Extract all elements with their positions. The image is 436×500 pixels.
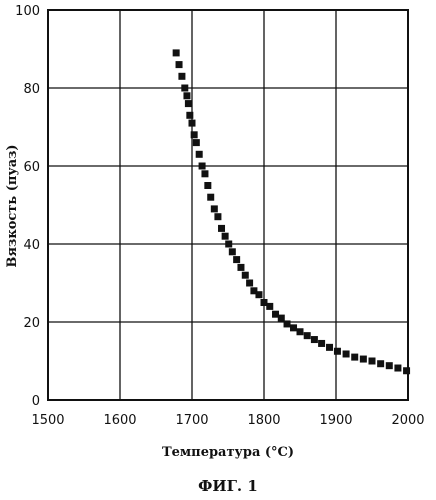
data-point-0-17: [218, 225, 225, 232]
plot-frame: [48, 10, 408, 400]
data-point-0-37: [326, 344, 333, 351]
data-point-0-36: [318, 340, 325, 347]
data-point-0-18: [222, 233, 229, 240]
x-tick-label-4: 1900: [319, 413, 352, 428]
data-point-0-26: [255, 291, 262, 298]
data-point-0-0: [173, 49, 180, 56]
data-points: [173, 49, 410, 374]
data-point-0-46: [403, 367, 410, 374]
x-tick-label-3: 1800: [247, 413, 280, 428]
data-point-0-20: [229, 248, 236, 255]
data-point-0-40: [351, 354, 358, 361]
x-tick-label-2: 1700: [175, 413, 208, 428]
data-point-0-33: [297, 328, 304, 335]
y-tick-label-5: 100: [15, 4, 40, 19]
data-point-0-8: [191, 131, 198, 138]
y-tick-label-0: 0: [32, 394, 40, 409]
data-point-0-43: [377, 360, 384, 367]
x-tick-label-1: 1600: [103, 413, 136, 428]
data-point-0-9: [193, 139, 200, 146]
data-point-0-16: [214, 213, 221, 220]
figure-caption: ФИГ. 1: [198, 477, 258, 495]
data-point-0-38: [334, 348, 341, 355]
data-point-0-11: [199, 163, 206, 170]
data-point-0-13: [204, 182, 211, 189]
data-point-0-28: [266, 303, 273, 310]
data-point-0-22: [237, 264, 244, 271]
data-point-0-6: [186, 112, 193, 119]
data-point-0-32: [290, 324, 297, 331]
y-axis-title: Вязкость (пуаз): [5, 144, 20, 267]
data-point-0-10: [196, 151, 203, 158]
data-point-0-31: [284, 320, 291, 327]
grid: [48, 10, 408, 400]
data-point-0-23: [242, 272, 249, 279]
y-tick-label-2: 40: [23, 238, 40, 253]
data-point-0-4: [183, 92, 190, 99]
axes: [48, 10, 408, 400]
data-point-0-5: [185, 100, 192, 107]
data-point-0-41: [360, 356, 367, 363]
data-point-0-35: [311, 336, 318, 343]
x-axis-title: Температура (°C): [162, 445, 294, 460]
data-point-0-39: [343, 350, 350, 357]
data-point-0-15: [211, 205, 218, 212]
x-tick-label-5: 2000: [391, 413, 424, 428]
data-point-0-2: [178, 73, 185, 80]
data-point-0-12: [201, 170, 208, 177]
data-point-0-24: [246, 280, 253, 287]
data-point-0-44: [386, 362, 393, 369]
data-point-0-42: [369, 358, 376, 365]
data-point-0-14: [207, 194, 214, 201]
data-point-0-3: [181, 85, 188, 92]
data-point-0-7: [189, 120, 196, 127]
data-point-0-34: [304, 332, 311, 339]
data-point-0-19: [225, 241, 232, 248]
y-tick-label-3: 60: [23, 160, 40, 175]
y-tick-label-1: 20: [23, 316, 40, 331]
data-point-0-45: [394, 365, 401, 372]
data-point-0-1: [176, 61, 183, 68]
data-point-0-21: [233, 256, 240, 263]
x-tick-label-0: 1500: [31, 413, 64, 428]
y-tick-label-4: 80: [23, 82, 40, 97]
